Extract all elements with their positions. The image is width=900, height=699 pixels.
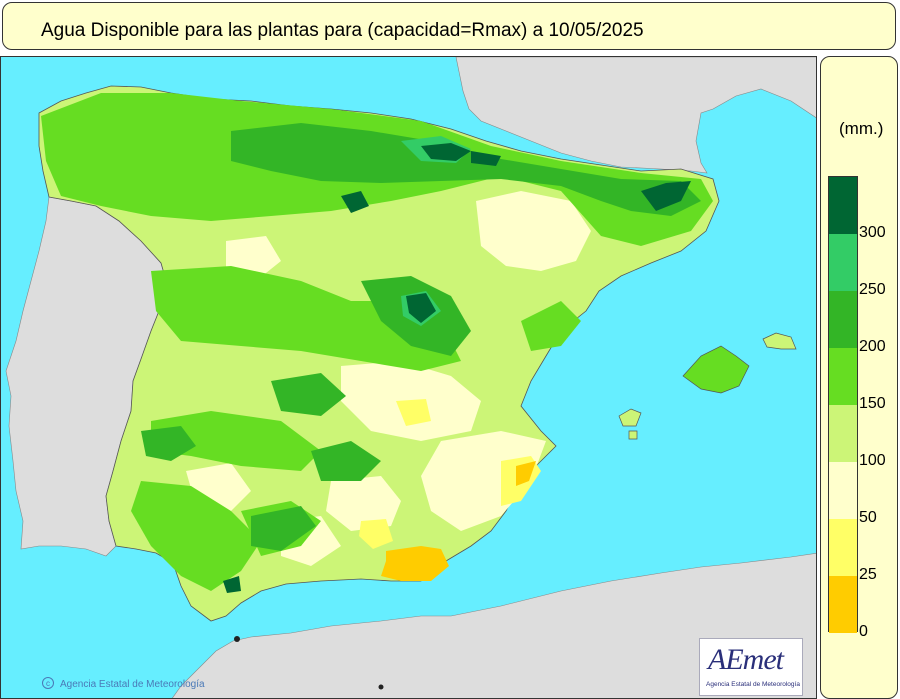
- legend-swatch: [829, 348, 857, 405]
- legend-tick-label: 250: [859, 281, 886, 298]
- legend-tick-label: 25: [859, 566, 877, 583]
- zone-0-25: [381, 461, 536, 581]
- map-panel: [0, 56, 817, 699]
- legend-swatch: [829, 291, 857, 348]
- legend-tick-label: 150: [859, 395, 886, 412]
- africa-land: [172, 552, 816, 698]
- legend-tick-label: 100: [859, 452, 886, 469]
- zone-50-100: [186, 191, 591, 566]
- map-svg: [1, 57, 816, 698]
- legend-color-bar: [828, 176, 858, 633]
- legend-swatch: [829, 519, 857, 576]
- credit-text: Agencia Estatal de Meteorología: [60, 679, 205, 690]
- copyright-icon: c: [42, 677, 54, 689]
- legend-tick-label: 300: [859, 224, 886, 241]
- ceuta: [234, 636, 240, 642]
- legend-swatch: [829, 405, 857, 462]
- balearic-islands: [618, 332, 797, 440]
- legend-swatch: [829, 462, 857, 519]
- map-title: Agua Disponible para las plantas para (c…: [41, 20, 644, 41]
- legend-swatch: [829, 234, 857, 291]
- legend-panel: (mm.) 300 250 200 150 100 50 25 0: [820, 56, 898, 699]
- legend-tick-label: 50: [859, 509, 877, 526]
- legend-swatch: [829, 576, 857, 633]
- zone-300-plus: [223, 143, 691, 593]
- melilla: [378, 684, 384, 690]
- logo-subtitle: Agencia Estatal de Meteorología: [706, 681, 800, 688]
- legend-tick-label: 200: [859, 338, 886, 355]
- legend-unit: (mm.): [839, 119, 884, 138]
- france-land: [455, 57, 816, 174]
- aemet-logo: AEmet Agencia Estatal de Meteorología: [699, 638, 803, 696]
- legend-tick-label: 0: [859, 623, 868, 640]
- title-box: Agua Disponible para las plantas para (c…: [2, 2, 896, 50]
- logo-wordmark: AEmet: [708, 643, 784, 676]
- legend-swatch: [829, 177, 857, 234]
